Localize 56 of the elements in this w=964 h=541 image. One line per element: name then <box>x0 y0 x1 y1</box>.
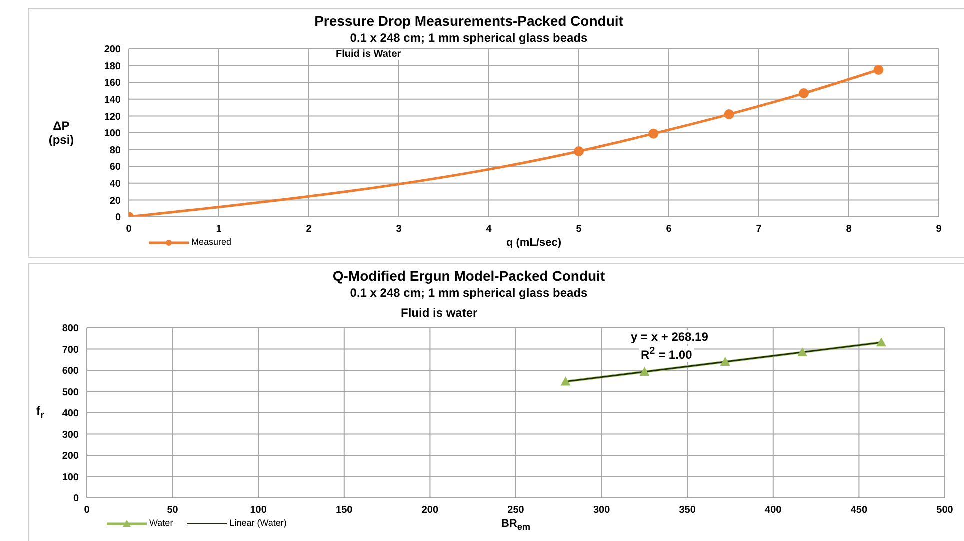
y-tick-label: 40 <box>110 178 122 190</box>
x-tick-label: 5 <box>576 224 582 236</box>
x-tick-label: 450 <box>850 505 868 516</box>
chart-subtitle: 0.1 x 248 cm; 1 mm spherical glass beads <box>349 286 589 300</box>
x-tick-label: 400 <box>765 505 782 516</box>
x-tick-label: 300 <box>593 505 611 516</box>
text: Fluid is water <box>399 306 480 320</box>
legend-label: Measured <box>192 237 232 247</box>
y-tick-label: 500 <box>62 387 80 398</box>
x-tick-label: 100 <box>250 505 268 516</box>
chart-title: Pressure Drop Measurements-Packed Conduit <box>314 13 624 29</box>
y-tick-label: 20 <box>110 196 122 207</box>
x-tick-label: 150 <box>336 505 354 516</box>
y-tick-label: 80 <box>110 145 122 156</box>
x-tick-label: 0 <box>84 505 90 516</box>
x-tick-label: 1 <box>216 224 222 236</box>
x-tick-label: 3 <box>396 224 402 236</box>
chart-subtitle: 0.1 x 248 cm; 1 mm spherical glass beads <box>349 31 589 45</box>
annotation: R$^{2}$ = 1.00 <box>639 346 694 362</box>
chart-title: Q-Modified Ergun Model-Packed Conduit <box>332 268 606 284</box>
y-tick-label: 800 <box>62 324 80 335</box>
x-tick-label: 7 <box>756 224 762 236</box>
annotation: Fluid is Water <box>334 49 404 60</box>
x-axis-title: q (mL/sec) <box>506 237 562 249</box>
y-axis-title: ΔP (psi) <box>48 119 76 147</box>
x-tick-label: 9 <box>936 224 942 236</box>
y-tick-label: 700 <box>62 344 80 356</box>
x-tick-label: 2 <box>306 224 312 236</box>
y-tick-label: 200 <box>62 451 80 462</box>
y-tick-label: 200 <box>104 44 122 56</box>
x-tick-label: 500 <box>936 505 954 516</box>
x-tick-label: 8 <box>846 224 852 236</box>
x-tick-label: 350 <box>679 505 696 516</box>
x-axis-title: BR$_{em}$ <box>501 518 531 532</box>
y-tick-label: 600 <box>62 366 80 378</box>
y-tick-label: 0 <box>73 494 80 505</box>
legend-label: Linear (Water) <box>230 518 287 528</box>
x-tick-label: 4 <box>486 224 492 236</box>
y-tick-label: 160 <box>104 78 122 90</box>
y-tick-label: 0 <box>115 212 122 224</box>
y-tick-label: 300 <box>62 430 80 441</box>
y-tick-label: 140 <box>104 94 122 106</box>
y-tick-label: 400 <box>62 408 80 420</box>
x-tick-label: 0 <box>126 224 132 236</box>
y-tick-label: 60 <box>110 162 122 174</box>
y-tick-label: 120 <box>104 112 122 123</box>
x-tick-label: 250 <box>508 505 525 516</box>
legend-label: Water <box>150 518 174 528</box>
y-tick-label: 100 <box>62 472 80 484</box>
x-tick-label: 6 <box>666 224 672 236</box>
x-tick-label: 200 <box>422 505 439 516</box>
y-axis-title: f$_{r}$ <box>36 404 46 422</box>
annotation: y = x + 268.19 <box>629 330 710 344</box>
x-tick-label: 50 <box>167 505 179 516</box>
y-tick-label: 100 <box>104 128 122 140</box>
y-tick-label: 180 <box>104 61 122 72</box>
